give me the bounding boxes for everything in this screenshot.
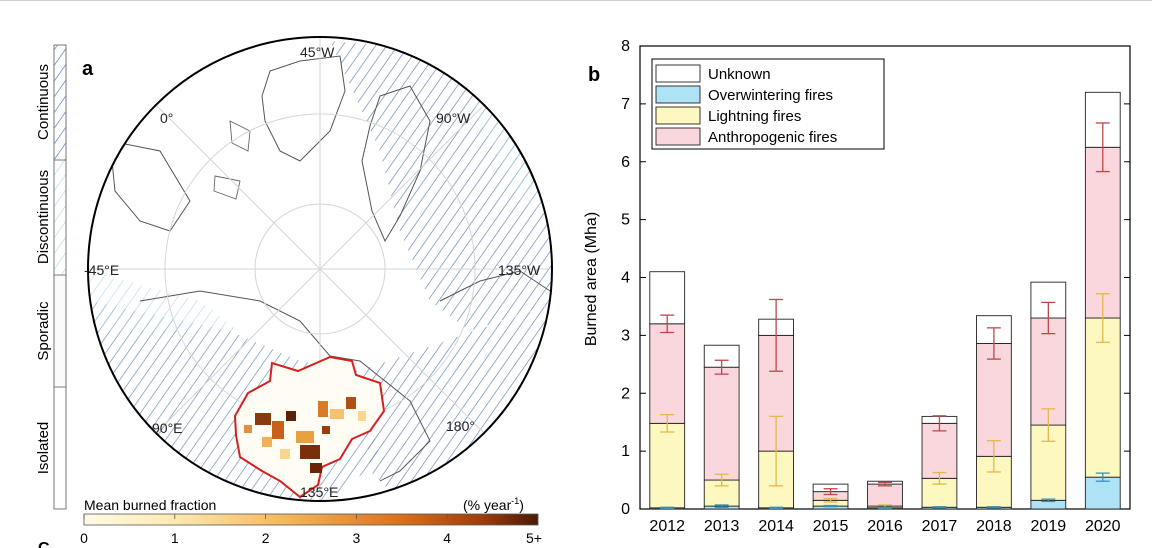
colorbar-tick-label: 2 (262, 530, 270, 546)
fire-region-boundary (233, 355, 386, 499)
legend-label-sporadic: Sporadic (35, 301, 52, 361)
bar-anthropogenic-fires (649, 323, 686, 424)
colorbar-tick-label: 3 (353, 530, 361, 546)
colorbar-tick-label: 1 (171, 530, 179, 546)
bar-lightning-fires (703, 479, 740, 507)
siberia-coast-outline (139, 290, 431, 482)
permafrost-legend: Continuous Discontinuous Sporadic Isolat… (35, 44, 67, 510)
burn-fraction-pixels (244, 397, 366, 473)
y-tick-label: 4 (621, 270, 630, 287)
bar-lightning-fires (649, 422, 686, 509)
x-tick-label: 2014 (758, 518, 794, 535)
legend-swatch-discontinuous (53, 159, 67, 276)
legend-swatch-unknown (655, 64, 701, 83)
legend-label-isolated: Isolated (35, 422, 52, 475)
y-tick-label: 8 (621, 38, 630, 55)
colorbar-ticks: 0 1 2 3 4 5+ (80, 514, 542, 546)
legend-swatch-sporadic (53, 274, 67, 388)
chart-b: 0 1 2 3 4 5 6 7 8 2012 2013 2014 2015 2016 2017 2018 201… (621, 38, 1131, 535)
legend-entry-overwintering-fires: Overwintering fires (708, 87, 833, 104)
arctic-archipelago-outline (361, 85, 431, 243)
lon-label-45w: 45°W (300, 44, 335, 60)
legend-swatch-overwintering-fires (655, 85, 701, 104)
lon-label-45e: -45°E (84, 262, 119, 278)
legend-swatch-continuous (53, 44, 67, 161)
permafrost-west-siberia (90, 271, 240, 331)
y-tick-label: 2 (621, 385, 630, 402)
legend-label-discontinuous: Discontinuous (35, 170, 52, 264)
y-tick-label: 0 (621, 501, 630, 518)
lon-label-180: 180° (446, 418, 475, 434)
y-tick-label: 5 (621, 212, 630, 229)
colorbar-tick-label: 5+ (526, 530, 542, 546)
legend-entry-unknown: Unknown (708, 66, 771, 83)
y-tick-label: 3 (621, 327, 630, 344)
map-border (87, 36, 553, 502)
panel-a-label: a (82, 58, 94, 80)
bar-anthropogenic-fires (1084, 146, 1121, 319)
legend-entry-anthropogenic-fires: Anthropogenic fires (708, 129, 837, 146)
lon-label-0: 0° (160, 110, 173, 126)
legend-label-continuous: Continuous (35, 64, 52, 140)
lon-label-90w: 90°W (436, 110, 471, 126)
legend-swatch-anthropogenic-fires (655, 127, 701, 146)
panel-b-label: b (588, 64, 600, 86)
x-tick-label: 2012 (649, 518, 685, 535)
bar-anthropogenic-fires (976, 343, 1012, 457)
stray-panel-label: C (38, 540, 50, 548)
colorbar-title: Mean burned fraction (84, 497, 216, 513)
polar-map: 45°W 0° 90°W -45°E 135°W 90°E 180° 135°E (84, 36, 553, 502)
legend-swatch-lightning-fires (655, 106, 701, 125)
x-tick-label: 2013 (704, 518, 740, 535)
y-tick-label: 6 (621, 154, 630, 171)
lon-label-135e: 135°E (300, 484, 338, 500)
colorbar-tick-label: 4 (443, 530, 451, 546)
bar-overwintering-fires (1084, 476, 1121, 510)
colorbar-gradient (83, 513, 539, 526)
bar-anthropogenic-fires (703, 366, 740, 481)
bar-anthropogenic-fires (921, 422, 958, 479)
x-tick-label: 2016 (867, 518, 903, 535)
colorbar: Mean burned fraction (% year-1) 0 1 2 3 4 5+ (80, 496, 542, 546)
x-tick-label: 2015 (813, 518, 849, 535)
y-axis-label: Burned area (Mha) (583, 212, 600, 346)
bar-lightning-fires (1084, 317, 1121, 478)
alaska-coast-outline (439, 270, 551, 302)
x-tick-label: 2019 (1031, 518, 1067, 535)
bar-anthropogenic-fires (867, 483, 903, 507)
lon-label-135w: 135°W (498, 262, 541, 278)
y-tick-label: 7 (621, 96, 630, 113)
bar-anthropogenic-fires (1030, 317, 1067, 426)
chart-legend: Unknown Overwintering fires Lightning fire… (651, 58, 885, 150)
colorbar-unit: (% year-1) (463, 496, 524, 513)
x-tick-label: 2020 (1085, 518, 1121, 535)
colorbar-tick-label: 0 (80, 530, 88, 546)
island-outlines (213, 120, 251, 200)
x-tick-label: 2017 (922, 518, 958, 535)
legend-swatch-isolated (53, 386, 67, 510)
legend-entry-lightning-fires: Lightning fires (708, 108, 801, 125)
meridian-diag2 (155, 104, 485, 434)
x-tick-label: 2018 (976, 518, 1012, 535)
lon-label-90e: 90°E (152, 420, 183, 436)
y-tick-label: 1 (621, 443, 630, 460)
